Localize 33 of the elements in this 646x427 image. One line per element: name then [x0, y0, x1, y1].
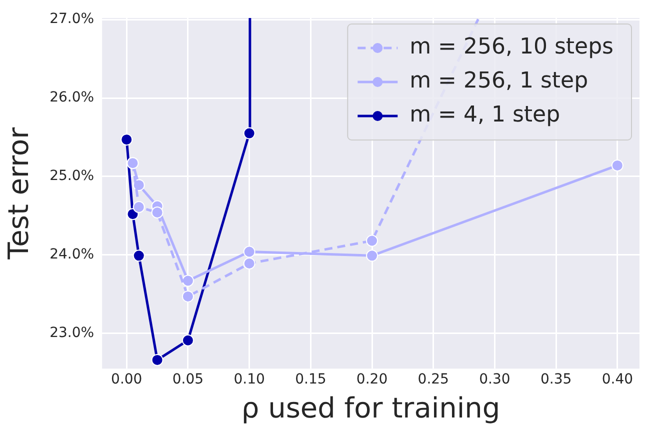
legend-label: m = 4, 1 step [410, 102, 560, 128]
point [132, 250, 145, 262]
x-tick-label: 0.25 [418, 372, 449, 388]
y-tick-label: 25.0% [50, 168, 94, 184]
x-tick-label: 0.05 [172, 372, 204, 388]
legend-label: m = 256, 1 step [410, 68, 588, 94]
point [611, 159, 624, 172]
y-tick-label: 26.0% [50, 90, 94, 106]
point [120, 134, 133, 146]
point [366, 234, 378, 247]
point [366, 250, 378, 262]
point [151, 354, 164, 366]
point [132, 201, 145, 214]
y-axis-title: Test error [2, 126, 36, 260]
legend-label: m = 256, 10 steps [410, 34, 614, 60]
point [151, 206, 164, 219]
point [243, 246, 256, 258]
y-tick-label: 23.0% [50, 324, 94, 341]
x-tick-label: 0.10 [234, 372, 265, 388]
point [182, 274, 194, 287]
y-tick-label: 24.0% [50, 246, 94, 263]
x-axis-title: ρ used for training [241, 391, 500, 424]
point [182, 290, 194, 302]
x-tick-label: 0.00 [111, 372, 142, 388]
point [243, 127, 256, 140]
y-tick-label: 27.0% [50, 11, 94, 28]
x-tick-label: 0.15 [295, 372, 326, 388]
x-tick-label: 0.40 [602, 372, 633, 388]
point [243, 258, 256, 270]
x-tick-label: 0.35 [540, 372, 572, 388]
x-tick-label: 0.20 [356, 372, 388, 388]
x-tick-label: 0.30 [479, 372, 510, 388]
point [182, 334, 194, 346]
